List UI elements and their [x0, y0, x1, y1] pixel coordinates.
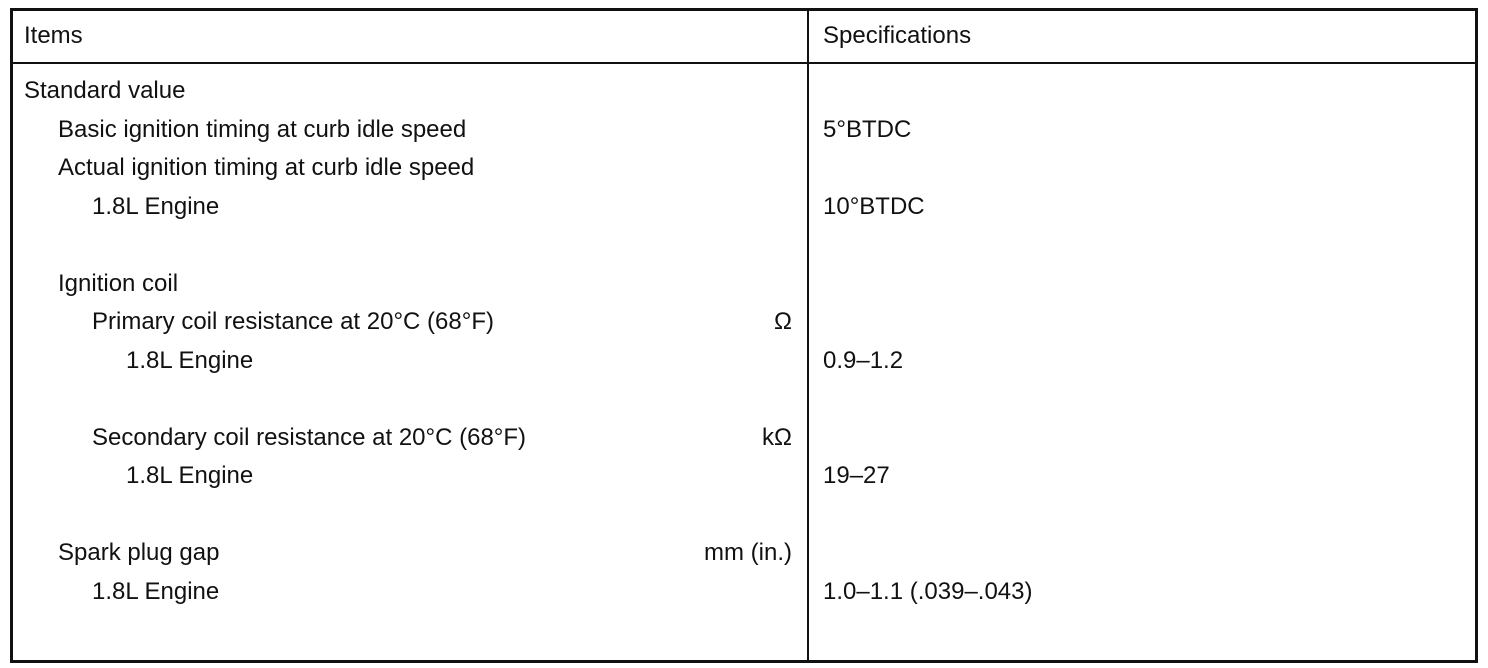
header-cell: Specifications	[823, 22, 972, 49]
table-border	[10, 8, 1478, 663]
item-label: Ignition coil	[58, 269, 179, 297]
item-label: 1.8L Engine	[92, 192, 220, 220]
item-unit: kΩ	[762, 423, 792, 451]
header-divider	[10, 62, 1478, 64]
item-label: Primary coil resistance at 20°C (68°F)	[92, 308, 494, 335]
item-label: Actual ignition timing at curb idle spee…	[58, 154, 475, 181]
item-unit: mm (in.)	[704, 539, 792, 566]
item-unit: Ω	[774, 308, 792, 335]
item-label: 1.8L Engine	[92, 577, 220, 605]
item-label: 1.8L Engine	[126, 346, 254, 374]
item-label: Spark plug gap	[58, 539, 220, 566]
item-spec: 5°BTDC	[823, 115, 912, 143]
item-label: Secondary coil resistance at 20°C (68°F)	[92, 423, 527, 451]
item-spec: 10°BTDC	[823, 192, 925, 220]
item-label: Basic ignition timing at curb idle speed	[58, 115, 467, 143]
header-cell: Items	[24, 22, 83, 49]
item-label: Standard value	[24, 77, 186, 104]
item-spec: 1.0–1.1 (.039–.043)	[823, 577, 1033, 605]
item-spec: 19–27	[823, 462, 890, 489]
column-divider	[807, 8, 809, 663]
item-spec: 0.9–1.2	[823, 346, 904, 374]
item-label: 1.8L Engine	[126, 462, 254, 489]
